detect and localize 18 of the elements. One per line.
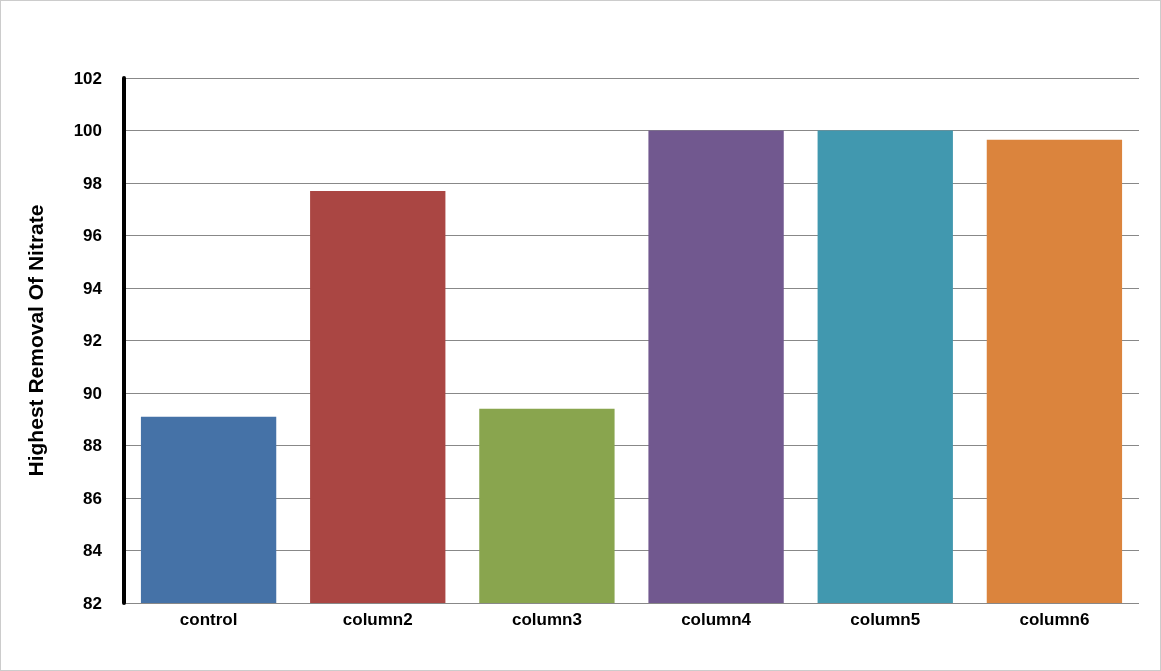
y-tick-label: 98 [83,173,102,193]
y-tick-label: 88 [83,436,102,455]
y-tick-label: 94 [83,278,103,298]
y-tick-label: 100 [73,121,102,140]
y-tick-label: 96 [83,226,102,245]
y-tick-label: 102 [73,68,102,88]
x-tick-label: column4 [681,610,752,629]
y-tick-label: 82 [83,593,102,613]
x-tick-label: column5 [850,610,921,629]
x-tick-label: column2 [342,610,413,629]
x-tick-label: column6 [1019,610,1090,629]
y-tick-label: 84 [83,541,103,560]
y-tick-label: 86 [83,488,102,508]
x-tick-label: column3 [511,610,582,629]
x-tick-label: control [179,610,238,629]
y-tick-label: 92 [83,331,102,350]
y-tick-label: 90 [83,383,102,403]
y-axis-title: Highest Removal Of Nitrate [24,204,47,477]
